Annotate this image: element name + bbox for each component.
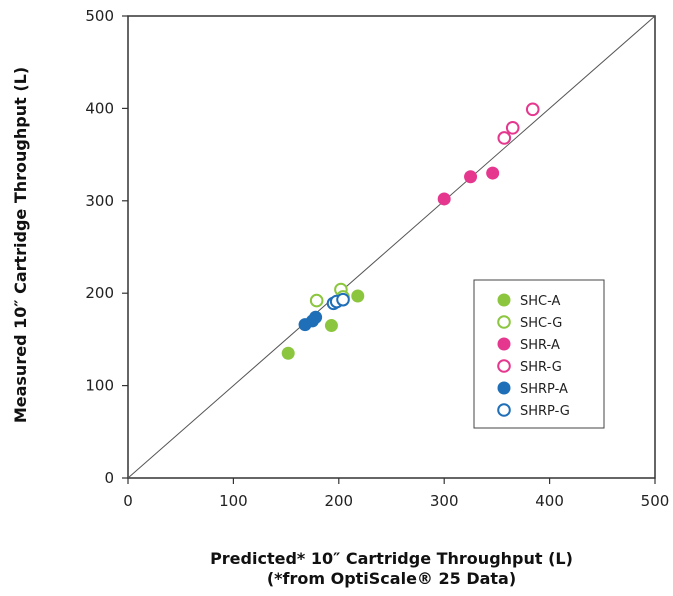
legend-label: SHC-A — [520, 294, 561, 309]
data-point-shc-a — [324, 319, 338, 333]
x-tick-label: 200 — [324, 492, 353, 510]
legend-marker — [497, 337, 511, 351]
axis-ticks: 0 100 200 300 400 500 0 100 200 300 400 500 — [85, 7, 669, 510]
y-axis-title: Measured 10″ Cartridge Throughput (L) — [11, 67, 30, 423]
data-point-shr-g — [505, 121, 520, 135]
x-tick-label: 500 — [641, 492, 670, 510]
legend-label: SHC-G — [520, 316, 562, 331]
y-tick-label: 0 — [104, 469, 114, 487]
legend-label: SHR-A — [520, 338, 560, 353]
y-tick-label: 300 — [85, 192, 114, 210]
data-point-shrp-a — [309, 310, 323, 324]
data-point-shr-a — [437, 192, 451, 206]
data-point-shr-a — [464, 170, 478, 184]
legend-box — [473, 279, 605, 429]
y-tick-label: 500 — [85, 7, 114, 25]
y-tick-label: 100 — [85, 377, 114, 395]
x-tick-label: 400 — [535, 492, 564, 510]
plot-area — [127, 15, 656, 479]
data-points — [281, 102, 540, 360]
legend-marker — [497, 403, 511, 417]
reference-line — [127, 15, 656, 479]
data-point-shc-a — [351, 289, 365, 303]
legend-marker — [497, 315, 511, 329]
x-tick-label: 0 — [123, 492, 133, 510]
legend-marker — [497, 381, 511, 395]
data-point-shr-g — [497, 131, 512, 145]
y-tick-label: 400 — [85, 99, 114, 117]
data-point-shr-a — [486, 166, 500, 180]
legend: SHC-A SHC-G SHR-A SHR-G SHRP-A SHRP-G — [473, 279, 605, 429]
x-tick-label: 100 — [219, 492, 248, 510]
data-point-shr-g — [525, 102, 540, 117]
x-axis-title-note: (*from OptiScale® 25 Data) — [266, 569, 517, 588]
legend-label: SHRP-G — [520, 404, 570, 419]
plot-frame — [127, 15, 656, 479]
data-point-shc-a — [281, 346, 295, 360]
legend-label: SHRP-A — [520, 382, 568, 397]
legend-marker — [497, 359, 511, 373]
data-point-shc-g — [309, 293, 324, 308]
legend-label: SHR-G — [520, 360, 562, 375]
y-tick-label: 200 — [85, 284, 114, 302]
x-axis-title: Predicted* 10″ Cartridge Throughput (L) — [210, 549, 573, 568]
x-tick-label: 300 — [430, 492, 459, 510]
legend-marker — [497, 293, 511, 307]
data-point-shrp-g — [336, 292, 350, 307]
